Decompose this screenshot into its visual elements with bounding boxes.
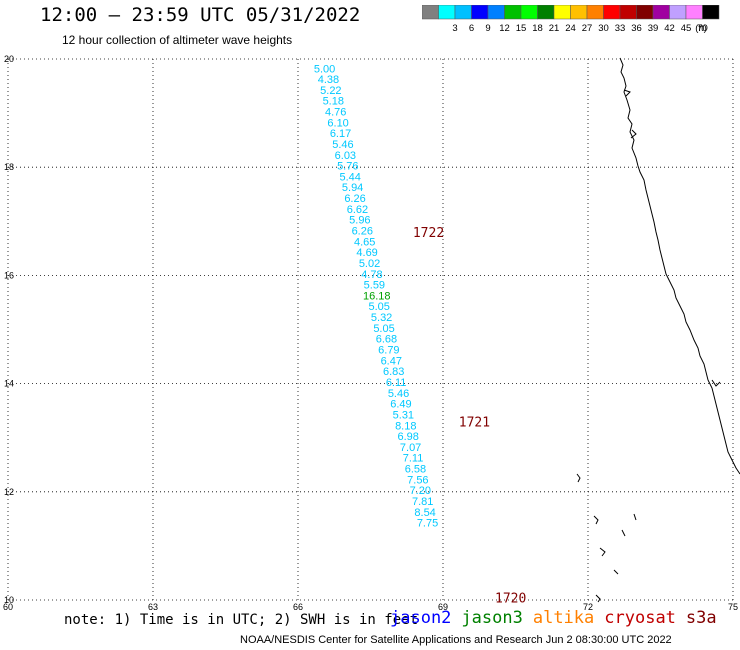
wave-height-label: 7.56 [407, 474, 428, 486]
wave-height-label: 5.22 [320, 85, 341, 97]
satellite-altika: altika [532, 608, 595, 628]
wave-height-label: 16.18 [363, 290, 391, 302]
wave-height-label: 8.54 [414, 507, 435, 519]
page-title: 12:00 – 23:59 UTC 05/31/2022 [40, 4, 361, 26]
wave-height-label: 5.31 [393, 409, 414, 421]
wave-height-label: 6.17 [330, 128, 351, 140]
map-grid: 60 63 66 69 72 75 10 12 14 16 18 20 [3, 54, 738, 612]
wave-height-label: 5.05 [368, 301, 389, 313]
wave-height-label: 5.76 [337, 161, 358, 173]
pass-time-label: 1721 [459, 415, 490, 430]
wave-height-label: 4.65 [354, 236, 375, 248]
wave-height-label: 6.79 [378, 345, 399, 357]
wave-height-label: 6.03 [335, 150, 356, 162]
y-tick-label: 14 [4, 379, 14, 389]
wave-height-label: 7.81 [412, 496, 433, 508]
legend-tick-label: 36 [631, 23, 642, 34]
footnote: note: 1) Time is in UTC; 2) SWH is in fe… [64, 612, 419, 628]
altimeter-track: 5.004.385.225.184.766.106.175.466.035.76… [314, 64, 438, 530]
y-tick-label: 20 [4, 54, 14, 64]
wave-height-label: 6.83 [383, 366, 404, 378]
y-tick-label: 18 [4, 162, 14, 172]
wave-height-label: 5.02 [359, 258, 380, 270]
page-subtitle: 12 hour collection of altimeter wave hei… [62, 33, 293, 47]
wave-height-label: 6.26 [352, 225, 373, 237]
wave-height-label: 6.98 [397, 431, 418, 443]
satellite-jason3: jason3 [461, 608, 523, 628]
legend-tick-label: 27 [582, 23, 593, 34]
satellite-jason2: jason2 [390, 608, 452, 628]
wave-height-label: 7.75 [417, 518, 438, 530]
wave-height-label: 5.18 [323, 96, 344, 108]
legend-tick-label: 30 [598, 23, 609, 34]
satellite-legend: jason2 jason3 altika cryosat s3a [390, 608, 727, 628]
legend-tick-label: 24 [565, 23, 576, 34]
wave-height-label: 7.11 [403, 453, 424, 465]
wave-height-label: 5.96 [349, 215, 370, 227]
wave-height-label: 7.07 [400, 442, 421, 454]
wave-height-label: 4.76 [325, 106, 346, 118]
legend-tick-label: 33 [615, 23, 626, 34]
color-legend: 3 6 9 12 15 18 21 24 27 30 33 36 39 42 45 70(ft) [422, 5, 720, 34]
x-tick-label: 75 [728, 602, 738, 612]
wave-height-label: 4.78 [361, 269, 382, 281]
legend-tick-label: 15 [516, 23, 527, 34]
x-tick-label: 60 [3, 602, 13, 612]
pass-time-labels: 1722 1721 1720 [413, 226, 526, 606]
wave-height-label: 6.62 [347, 204, 368, 216]
wave-height-label: 5.44 [339, 171, 360, 183]
legend-tick-label: 21 [549, 23, 560, 34]
wave-height-label: 5.46 [332, 139, 353, 151]
wave-height-label: 4.69 [356, 247, 377, 259]
coastline [576, 57, 740, 603]
legend-unit: (ft) [695, 23, 707, 34]
pass-time-label: 1722 [413, 226, 444, 241]
wave-height-label: 8.18 [395, 420, 416, 432]
satellite-s3a: s3a [685, 608, 717, 628]
legend-tick-label: 12 [499, 23, 510, 34]
x-tick-label: 63 [148, 602, 158, 612]
y-tick-label: 16 [4, 270, 14, 280]
x-tick-label: 69 [438, 602, 448, 612]
wave-height-label: 7.20 [410, 485, 431, 497]
pass-time-label: 1720 [495, 591, 526, 606]
wave-height-label: 6.10 [327, 117, 348, 129]
wave-height-label: 5.94 [342, 182, 363, 194]
wave-height-label: 5.05 [373, 323, 394, 335]
wave-height-label: 5.32 [371, 312, 392, 324]
satellite-cryosat: cryosat [604, 608, 676, 628]
legend-tick-label: 18 [532, 23, 543, 34]
legend-tick-label: 45 [681, 23, 692, 34]
wave-height-label: 6.49 [390, 399, 411, 411]
wave-height-label: 5.46 [388, 388, 409, 400]
legend-tick-label: 42 [664, 23, 675, 34]
credit-line: NOAA/NESDIS Center for Satellite Applica… [240, 634, 672, 646]
wave-height-label: 6.47 [381, 355, 402, 367]
wave-height-label: 6.26 [344, 193, 365, 205]
legend-tick-label: 3 [452, 23, 457, 34]
legend-tick-label: 39 [648, 23, 659, 34]
wave-height-label: 5.59 [364, 280, 385, 292]
x-tick-label: 66 [293, 602, 303, 612]
wave-height-label: 6.68 [376, 334, 397, 346]
x-tick-label: 72 [583, 602, 593, 612]
legend-tick-label: 9 [485, 23, 490, 34]
wave-height-label: 4.38 [318, 74, 339, 86]
wave-height-label: 6.11 [386, 377, 407, 389]
legend-tick-label: 6 [469, 23, 474, 34]
wave-height-map: 60 63 66 69 72 75 10 12 14 16 18 20 5.004.385.225.1… [3, 54, 740, 612]
y-tick-label: 10 [4, 595, 14, 605]
legend-tick-label: 70 [697, 23, 708, 34]
wave-height-label: 6.58 [405, 464, 426, 476]
wave-height-label: 5.00 [314, 64, 335, 76]
legend-swatch [702, 5, 720, 20]
y-tick-label: 12 [4, 487, 14, 497]
